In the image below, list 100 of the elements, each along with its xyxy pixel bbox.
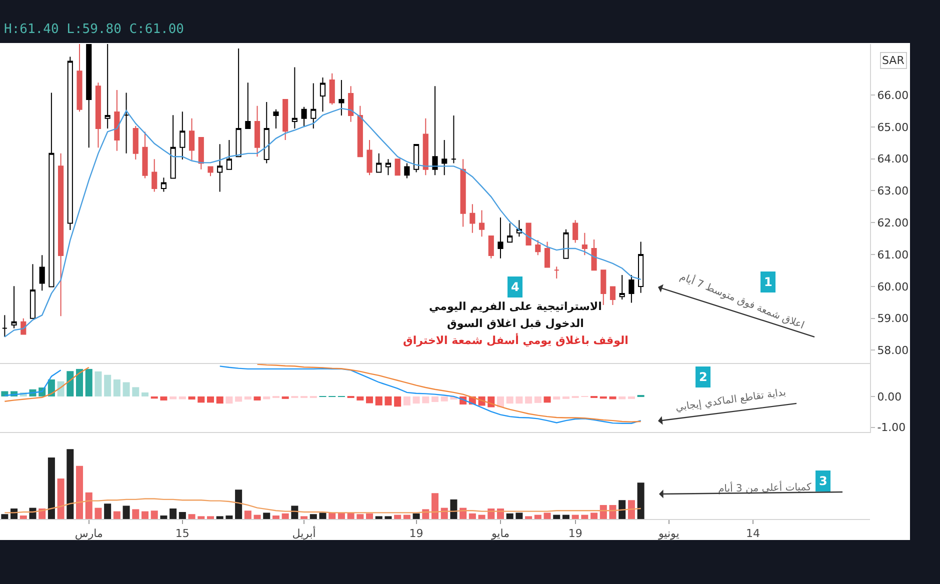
candlestick bbox=[610, 286, 616, 306]
bar bbox=[57, 381, 64, 396]
candlestick bbox=[394, 158, 400, 176]
annotation: 4 bbox=[511, 280, 520, 294]
bar bbox=[496, 396, 504, 408]
candlestick bbox=[160, 177, 166, 192]
bar bbox=[216, 516, 224, 519]
candlestick bbox=[39, 254, 45, 292]
bar bbox=[282, 513, 289, 519]
x-tick-label: مارس bbox=[74, 527, 103, 540]
candlestick bbox=[320, 76, 326, 112]
y-tick-label: 62.00 bbox=[877, 216, 909, 230]
annotation: 1 bbox=[764, 275, 772, 289]
candlestick bbox=[338, 80, 344, 116]
bar bbox=[141, 392, 149, 396]
candlestick bbox=[273, 108, 279, 130]
bar bbox=[516, 512, 523, 519]
bar bbox=[20, 516, 27, 519]
y-tick-label: 59.00 bbox=[877, 312, 909, 326]
candlestick bbox=[582, 232, 588, 256]
bar bbox=[562, 396, 570, 399]
bar bbox=[412, 513, 420, 519]
candlestick bbox=[526, 222, 532, 246]
candlestick bbox=[2, 314, 8, 338]
candlestick bbox=[535, 240, 541, 256]
candlestick bbox=[254, 105, 260, 158]
candlestick bbox=[488, 236, 494, 259]
annotation: الاستراتيجية على الفريم اليومي bbox=[429, 300, 602, 313]
bar bbox=[85, 368, 92, 396]
candlestick bbox=[301, 106, 307, 126]
bar bbox=[394, 396, 402, 407]
bar bbox=[422, 396, 430, 404]
candlestick bbox=[591, 239, 597, 271]
bar bbox=[375, 516, 382, 519]
candlestick bbox=[329, 72, 335, 106]
bar bbox=[216, 396, 224, 404]
bar bbox=[581, 514, 588, 519]
bar bbox=[300, 516, 308, 519]
bar bbox=[534, 514, 542, 519]
x-tick-label: مايو bbox=[490, 527, 510, 540]
candlestick bbox=[76, 44, 82, 112]
bar bbox=[356, 514, 364, 519]
candlestick bbox=[385, 158, 392, 176]
bar bbox=[618, 396, 626, 400]
bar bbox=[113, 379, 120, 396]
bar bbox=[600, 505, 607, 519]
bar bbox=[384, 516, 392, 519]
bar bbox=[85, 492, 92, 519]
candlestick bbox=[95, 82, 102, 148]
bar bbox=[525, 516, 532, 519]
bar bbox=[104, 504, 112, 519]
y-tick-label: -1.00 bbox=[877, 421, 906, 434]
x-tick-label: 19 bbox=[568, 527, 582, 540]
bar bbox=[76, 368, 84, 396]
bar bbox=[150, 396, 158, 399]
candlestick bbox=[572, 220, 578, 244]
bar bbox=[141, 511, 149, 519]
candlestick bbox=[152, 158, 158, 192]
candlestick bbox=[142, 131, 148, 179]
annotation: 3 bbox=[819, 474, 828, 488]
y-tick-label: 66.00 bbox=[877, 88, 909, 102]
bar bbox=[66, 371, 74, 396]
bar bbox=[94, 371, 102, 396]
candlestick bbox=[132, 125, 138, 160]
candlestick bbox=[600, 270, 606, 306]
candlestick bbox=[86, 44, 92, 148]
candlestick bbox=[366, 140, 372, 176]
candlestick bbox=[638, 241, 644, 294]
bar bbox=[66, 449, 74, 519]
bar bbox=[263, 396, 270, 400]
candlestick bbox=[30, 264, 36, 319]
bar bbox=[553, 514, 560, 519]
bar bbox=[57, 478, 64, 519]
candlestick bbox=[310, 82, 316, 130]
y-tick-label: 0.00 bbox=[877, 390, 902, 404]
bar bbox=[235, 490, 242, 519]
bar bbox=[319, 512, 326, 519]
y-tick-label: 65.00 bbox=[877, 120, 909, 134]
bar bbox=[235, 396, 242, 402]
bar bbox=[178, 396, 186, 400]
bar bbox=[431, 493, 439, 519]
candlestick bbox=[226, 140, 232, 170]
bar bbox=[394, 514, 402, 519]
bar bbox=[132, 387, 140, 396]
candlestick bbox=[188, 118, 195, 161]
y-tick-label: 63.00 bbox=[877, 184, 909, 198]
bar bbox=[1, 514, 8, 519]
candlestick bbox=[348, 86, 354, 122]
bar bbox=[122, 506, 130, 519]
candlestick bbox=[58, 152, 64, 317]
annotation: الدخول قبل اغلاق السوق bbox=[447, 317, 584, 330]
annotation: 2 bbox=[699, 370, 708, 384]
candlestick bbox=[460, 158, 466, 228]
bar bbox=[403, 514, 410, 519]
bar bbox=[206, 396, 214, 403]
candlestick bbox=[124, 92, 130, 154]
y-tick-label: 58.00 bbox=[877, 344, 909, 358]
bar bbox=[48, 457, 55, 519]
bar bbox=[188, 396, 196, 400]
candlestick bbox=[357, 105, 363, 158]
